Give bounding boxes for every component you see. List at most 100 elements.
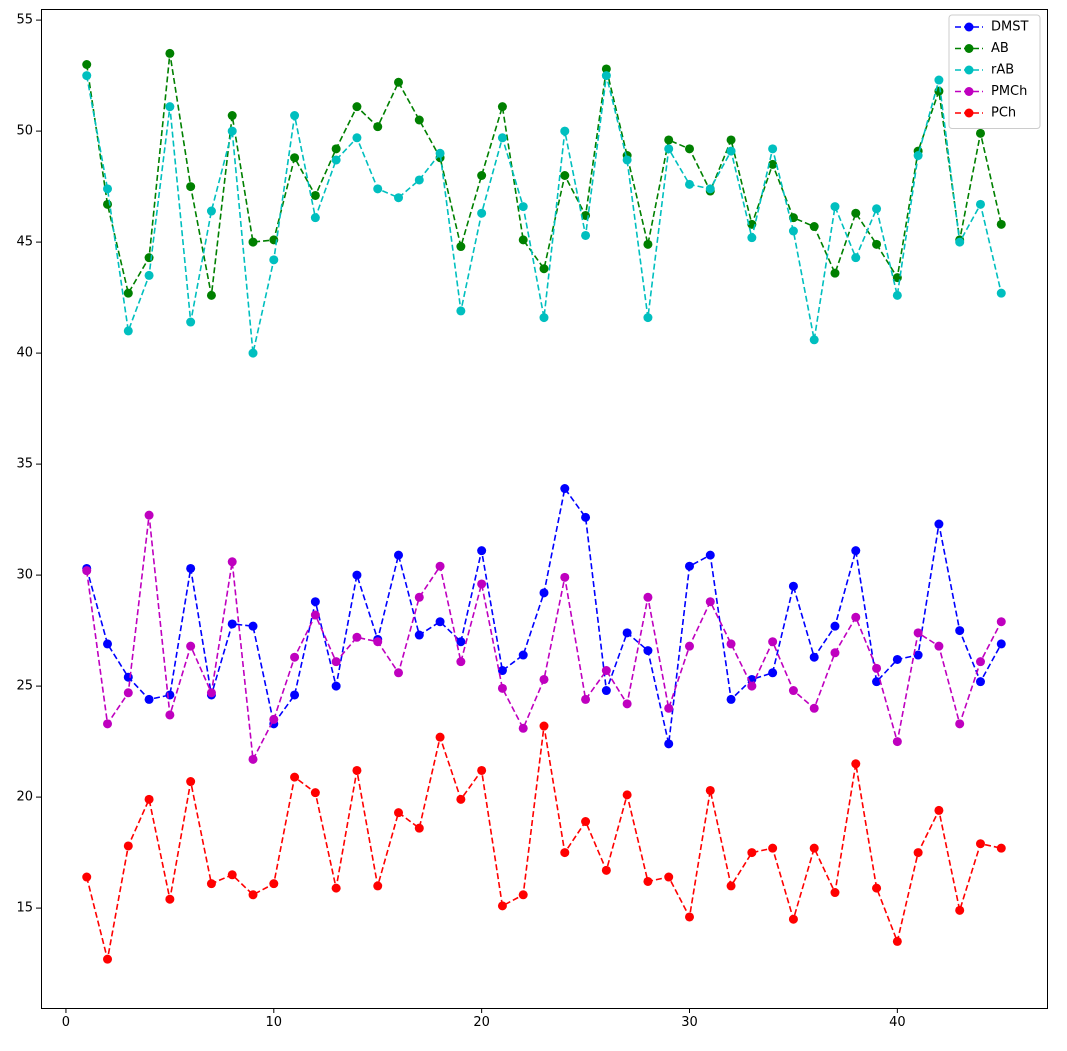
data-point-rab xyxy=(269,255,279,265)
y-tick-label: 35 xyxy=(16,457,33,472)
data-point-pmch xyxy=(248,754,258,764)
data-point-ab xyxy=(227,111,237,121)
data-point-pch xyxy=(310,788,320,798)
data-point-pch xyxy=(518,890,528,900)
data-point-ab xyxy=(103,199,113,209)
data-point-dmst xyxy=(975,677,985,687)
data-point-pmch xyxy=(581,694,591,704)
data-point-dmst xyxy=(768,668,778,678)
legend-marker-pmch xyxy=(964,87,974,96)
data-point-pmch xyxy=(123,688,133,698)
data-point-rab xyxy=(726,146,736,156)
legend-marker-rab xyxy=(964,65,974,75)
data-point-dmst xyxy=(310,597,320,607)
data-point-pch xyxy=(892,936,902,946)
data-point-dmst xyxy=(394,550,404,560)
data-point-pmch xyxy=(310,610,320,620)
data-point-ab xyxy=(518,235,528,245)
data-point-rab xyxy=(643,313,653,323)
data-point-pch xyxy=(996,843,1006,853)
data-point-pch xyxy=(123,841,133,851)
data-point-rab xyxy=(851,253,861,263)
legend-item-pch: PCh xyxy=(955,106,1016,121)
legend-marker-dmst xyxy=(964,22,974,32)
data-point-dmst xyxy=(872,677,882,687)
data-point-pmch xyxy=(768,637,778,647)
data-point-dmst xyxy=(144,694,154,704)
data-point-dmst xyxy=(830,621,840,631)
series-line-pch xyxy=(85,725,1002,960)
x-tick-label: 30 xyxy=(681,1015,698,1030)
y-axis-ticks: 15 20 25 30 35 40 45 50 55 xyxy=(16,13,41,916)
data-point-pch xyxy=(851,759,861,769)
data-point-dmst xyxy=(186,563,196,573)
data-point-pmch xyxy=(892,737,902,747)
data-point-pmch xyxy=(664,703,674,713)
data-point-rab xyxy=(394,193,404,203)
data-point-pmch xyxy=(622,699,632,709)
data-point-pch xyxy=(103,954,113,964)
data-point-dmst xyxy=(477,546,487,556)
data-point-pmch xyxy=(955,719,965,729)
data-point-dmst xyxy=(560,484,570,494)
data-point-dmst xyxy=(581,512,591,522)
data-point-ab xyxy=(186,182,196,192)
data-point-pmch xyxy=(414,592,424,602)
x-tick-label: 20 xyxy=(473,1015,490,1030)
data-point-dmst xyxy=(123,672,133,682)
data-point-ab xyxy=(352,102,362,112)
data-point-pmch xyxy=(82,566,92,576)
data-point-pch xyxy=(934,805,944,815)
data-point-ab xyxy=(560,171,570,180)
data-point-pmch xyxy=(726,639,736,649)
data-point-pmch xyxy=(186,641,196,651)
data-point-pch xyxy=(539,721,549,731)
data-point-rab xyxy=(165,102,175,112)
data-point-rab xyxy=(560,126,570,136)
data-point-pch xyxy=(684,912,694,922)
data-point-ab xyxy=(601,64,611,74)
data-point-pmch xyxy=(851,612,861,622)
data-point-ab xyxy=(310,190,320,200)
x-tick-label: 0 xyxy=(62,1015,70,1030)
data-point-pmch xyxy=(996,617,1006,627)
data-point-rab xyxy=(123,326,133,336)
data-point-pmch xyxy=(684,641,694,651)
data-point-pmch xyxy=(518,723,528,733)
legend-item-dmst: DMST xyxy=(955,20,1028,35)
data-point-pmch xyxy=(103,719,113,729)
data-point-dmst xyxy=(456,637,466,647)
data-point-ab xyxy=(497,102,507,112)
legend-item-rab: rAB xyxy=(955,63,1014,78)
data-point-dmst xyxy=(892,654,902,664)
data-point-pch xyxy=(248,890,258,900)
data-point-rab xyxy=(705,184,715,194)
y-tick-label: 45 xyxy=(16,235,33,250)
data-point-dmst xyxy=(518,650,528,660)
data-point-dmst xyxy=(414,630,424,640)
data-point-pch xyxy=(206,879,216,889)
data-point-pmch xyxy=(560,572,570,582)
data-point-rab xyxy=(206,206,216,216)
data-point-rab xyxy=(955,237,965,247)
data-point-pch xyxy=(497,901,507,911)
series-rab xyxy=(82,71,1006,358)
data-point-rab xyxy=(414,175,424,185)
data-point-dmst xyxy=(103,639,113,649)
data-point-dmst xyxy=(290,690,300,700)
data-point-rab xyxy=(310,213,320,223)
data-point-pmch xyxy=(331,657,341,667)
x-tick-label: 40 xyxy=(889,1015,906,1030)
series-ab xyxy=(82,48,1006,300)
data-point-ab xyxy=(414,115,424,125)
data-point-pch xyxy=(975,839,985,849)
y-tick-label: 15 xyxy=(16,901,33,916)
legend-box xyxy=(948,14,1041,129)
data-point-pmch xyxy=(747,681,757,691)
y-tick-label: 20 xyxy=(16,790,33,805)
data-point-rab xyxy=(331,155,341,165)
data-point-pmch xyxy=(913,628,923,638)
y-tick-label: 40 xyxy=(16,346,33,361)
data-point-rab xyxy=(768,144,778,154)
